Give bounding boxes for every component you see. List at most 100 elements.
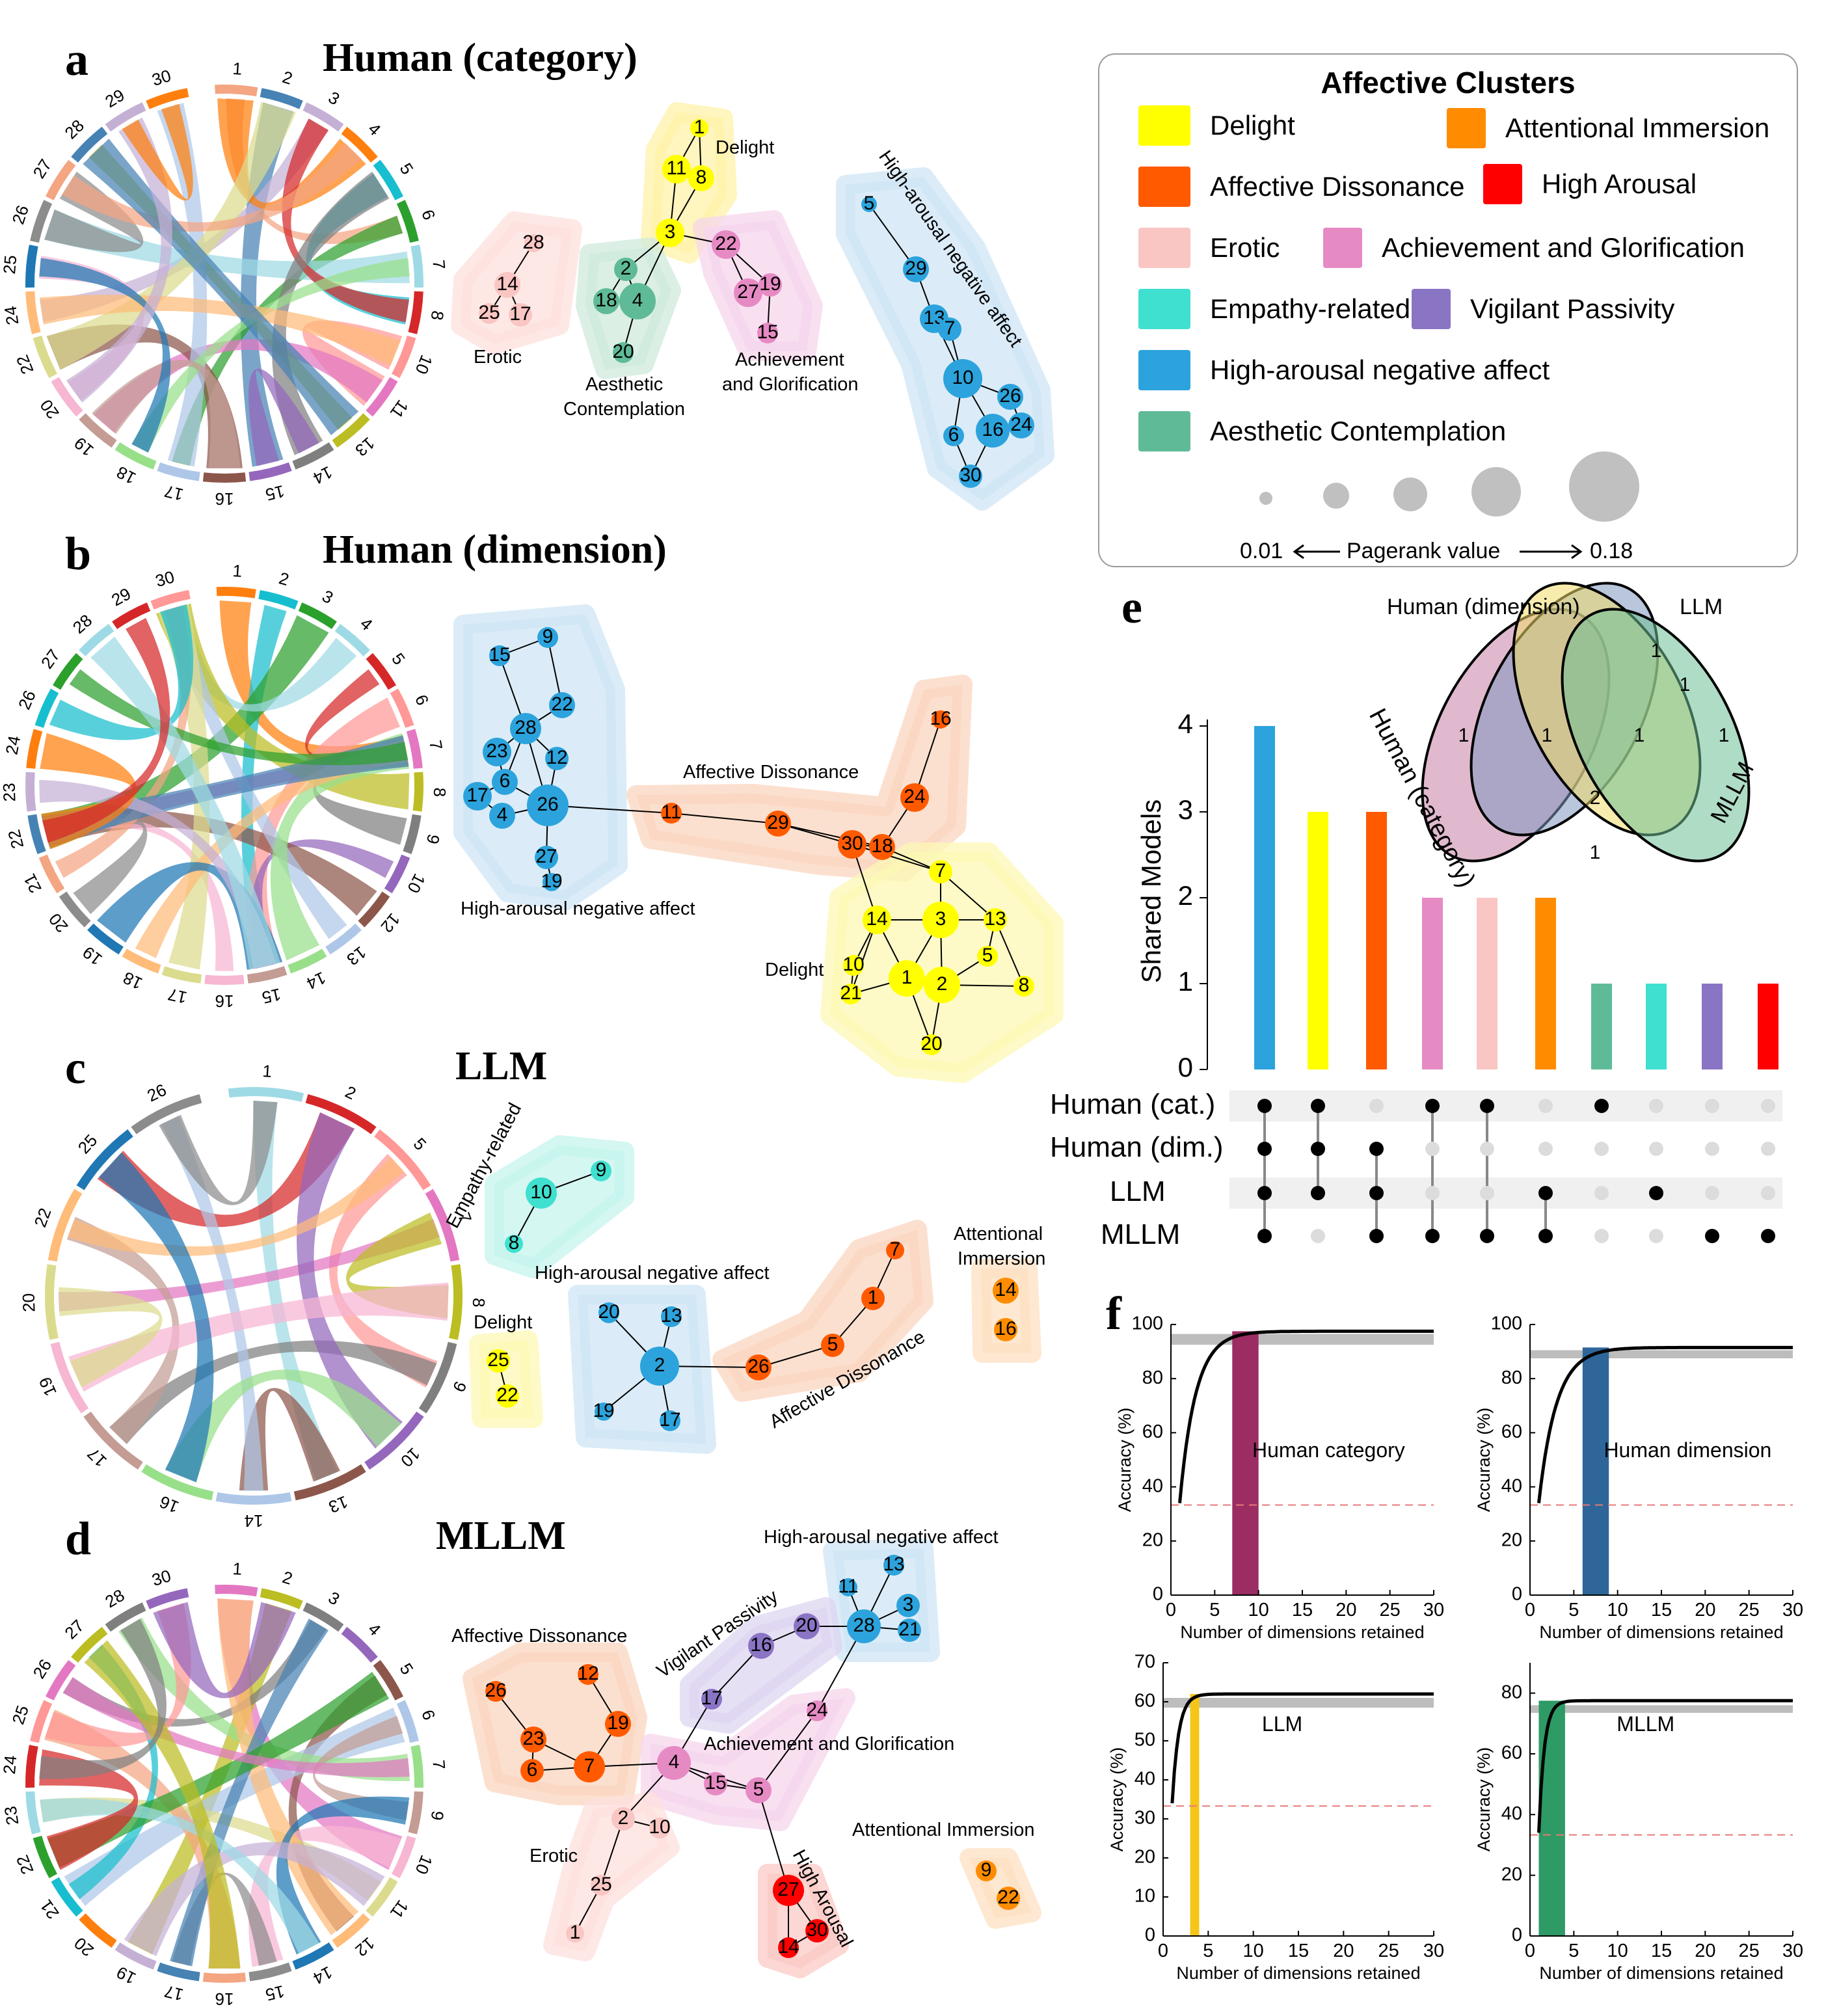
chord-arc — [449, 1264, 463, 1340]
network-edge — [852, 844, 941, 872]
chord-label: 14 — [304, 968, 329, 993]
network-node — [886, 1241, 904, 1259]
chord-ribbon — [122, 103, 193, 201]
node-label: 10 — [842, 954, 864, 975]
cluster-label: Aesthetic — [585, 374, 663, 395]
y-tick-label: 70 — [1134, 1652, 1155, 1673]
cluster-label: Delight — [474, 1312, 532, 1333]
chord-arc — [215, 1585, 258, 1597]
node-label: 11 — [838, 1576, 858, 1597]
chord-label: 1 — [232, 1559, 243, 1579]
legend-item-attentional-immersion: Attentional Immersion — [1447, 108, 1769, 148]
network-node — [903, 256, 929, 282]
chord-label: 18 — [120, 968, 145, 993]
chord-arc — [298, 602, 337, 630]
network-node — [566, 1924, 584, 1942]
legend-item-high-arousal: High Arousal — [1483, 164, 1697, 204]
chord-ribbon — [282, 118, 409, 323]
y-tick-label: 80 — [1142, 1367, 1163, 1388]
node-label: 5 — [982, 945, 993, 966]
cluster-label: Affective Dissonance — [451, 1626, 627, 1646]
chord-label: 26 — [144, 1080, 169, 1106]
bar — [1366, 812, 1387, 1069]
panel-title-b: Human (dimension) — [323, 528, 667, 572]
y-tick-label: 1 — [1178, 966, 1193, 997]
bar — [1646, 984, 1667, 1069]
node-label: 1 — [694, 116, 705, 138]
node-label: 26 — [747, 1356, 769, 1377]
legend-label: High Arousal — [1542, 168, 1697, 199]
network-node — [574, 1751, 605, 1782]
chord-ribbon — [62, 1677, 410, 1777]
node-label: 7 — [945, 317, 956, 339]
accuracy-curve — [1537, 1699, 1793, 1833]
matrix-dot — [1257, 1229, 1272, 1243]
chord-label: 8 — [427, 310, 448, 322]
matrix-dot — [1480, 1186, 1494, 1200]
network-node — [614, 258, 638, 281]
chord-arc — [131, 1094, 202, 1135]
network-node — [929, 860, 952, 883]
network-node — [838, 830, 866, 859]
retained-highlight — [1538, 1700, 1565, 1936]
chord-arc — [418, 1341, 457, 1414]
chord-label: 24 — [1, 304, 23, 326]
chord-arc — [396, 1700, 419, 1743]
bar — [1758, 984, 1779, 1069]
matrix-dot — [1480, 1099, 1494, 1113]
x-tick-label: 10 — [1248, 1600, 1269, 1620]
matrix-dot — [1538, 1099, 1553, 1113]
chord-ribbon — [239, 1388, 340, 1491]
chord-label: 3 — [325, 87, 343, 109]
pagerank-label: Pagerank value — [1347, 539, 1501, 563]
panel-letter-f: f — [1106, 1287, 1121, 1339]
cluster-hull — [712, 1220, 933, 1402]
y-tick-label: 30 — [1134, 1808, 1155, 1829]
chord-label: 17 — [83, 1444, 111, 1472]
node-label: 5 — [753, 1779, 764, 1800]
matrix-dot — [1761, 1099, 1775, 1113]
node-label: 7 — [584, 1755, 595, 1777]
matrix-dot — [1369, 1099, 1384, 1113]
chord-label: 8 — [430, 787, 450, 797]
matrix-dot — [1257, 1099, 1272, 1113]
legend-swatch — [1138, 411, 1190, 451]
node-label: 30 — [960, 464, 981, 486]
chord-arc — [71, 126, 108, 163]
legend-swatch — [1138, 105, 1190, 146]
chord-arc — [410, 245, 423, 288]
chord-label: 26 — [8, 203, 33, 227]
node-label: 7 — [890, 1239, 901, 1260]
node-label: 13 — [984, 908, 1006, 930]
y-tick-label: 20 — [1134, 1847, 1155, 1868]
x-axis-label: Number of dimensions retained — [1176, 1963, 1420, 1983]
chord-label: 30 — [153, 567, 176, 591]
chord-ribbon — [161, 1116, 263, 1491]
chord-arc — [408, 291, 423, 334]
chord-arc — [341, 126, 378, 163]
network-node — [520, 1759, 544, 1782]
node-label: 6 — [527, 1759, 538, 1781]
chord-label: 20 — [70, 1933, 97, 1961]
chord-ribbon — [47, 1671, 390, 1868]
reference-band — [1530, 1350, 1793, 1358]
chord-label: 10 — [411, 1852, 436, 1877]
chord-arc — [105, 1602, 146, 1632]
chord-arc — [47, 1189, 83, 1262]
chord-label: 25 — [0, 254, 20, 275]
network-node — [924, 967, 960, 1003]
network-node — [510, 713, 541, 744]
chord-label: 17 — [163, 1982, 185, 2005]
network-node — [861, 1287, 885, 1310]
network-node — [660, 1410, 680, 1431]
venn-ellipse — [1561, 608, 1751, 863]
y-tick-label: 20 — [1142, 1529, 1163, 1550]
chord-ribbon — [92, 360, 241, 468]
chord-arc — [141, 1464, 214, 1501]
x-tick-label: 15 — [1292, 1600, 1313, 1620]
chord-label: 4 — [356, 613, 377, 634]
matrix-dot — [1594, 1142, 1609, 1156]
cluster-label: High-arousal negative affect — [764, 1527, 999, 1548]
matrix-dot — [1538, 1186, 1553, 1200]
